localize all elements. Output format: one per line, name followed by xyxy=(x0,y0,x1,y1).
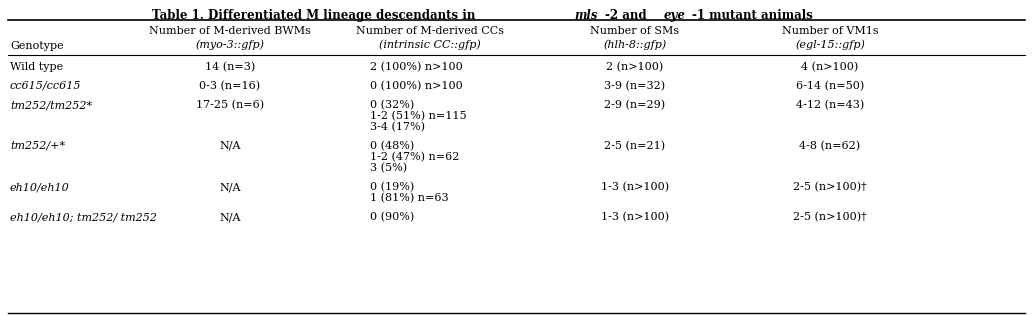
Text: 2-5 (n=21): 2-5 (n=21) xyxy=(604,141,665,151)
Text: (myo-3::gfp): (myo-3::gfp) xyxy=(195,39,264,50)
Text: 1-3 (n>100): 1-3 (n>100) xyxy=(601,182,669,192)
Text: N/A: N/A xyxy=(219,182,241,192)
Text: 0 (48%): 0 (48%) xyxy=(370,141,414,151)
Text: 3-4 (17%): 3-4 (17%) xyxy=(370,122,425,132)
Text: cc615/cc615: cc615/cc615 xyxy=(10,81,82,91)
Text: -2 and: -2 and xyxy=(604,9,651,22)
Text: 1-2 (51%) n=115: 1-2 (51%) n=115 xyxy=(370,111,467,121)
Text: 2-5 (n>100)†: 2-5 (n>100)† xyxy=(793,182,867,192)
Text: tm252/+*: tm252/+* xyxy=(10,141,65,151)
Text: 6-14 (n=50): 6-14 (n=50) xyxy=(795,81,865,91)
Text: 0 (100%) n>100: 0 (100%) n>100 xyxy=(370,81,463,91)
Text: Number of SMs: Number of SMs xyxy=(591,26,680,36)
Text: 1 (81%) n=63: 1 (81%) n=63 xyxy=(370,193,448,203)
Text: -1 mutant animals: -1 mutant animals xyxy=(692,9,813,22)
Text: (egl-15::gfp): (egl-15::gfp) xyxy=(795,39,865,50)
Text: Wild type: Wild type xyxy=(10,62,63,72)
Text: tm252/tm252*: tm252/tm252* xyxy=(10,100,92,110)
Text: 4-8 (n=62): 4-8 (n=62) xyxy=(800,141,860,151)
Text: 2-5 (n>100)†: 2-5 (n>100)† xyxy=(793,212,867,222)
Text: 0 (32%): 0 (32%) xyxy=(370,100,414,110)
Text: 14 (n=3): 14 (n=3) xyxy=(205,62,255,72)
Text: 0-3 (n=16): 0-3 (n=16) xyxy=(199,81,260,91)
Text: Table 1. Differentiated M lineage descendants in: Table 1. Differentiated M lineage descen… xyxy=(152,9,479,22)
Text: 3-9 (n=32): 3-9 (n=32) xyxy=(604,81,665,91)
Text: mls: mls xyxy=(574,9,598,22)
Text: 2-9 (n=29): 2-9 (n=29) xyxy=(604,100,665,110)
Text: 4-12 (n=43): 4-12 (n=43) xyxy=(795,100,865,110)
Text: 0 (19%): 0 (19%) xyxy=(370,182,414,192)
Text: 0 (90%): 0 (90%) xyxy=(370,212,414,222)
Text: 2 (n>100): 2 (n>100) xyxy=(606,62,663,72)
Text: Number of M-derived BWMs: Number of M-derived BWMs xyxy=(149,26,311,36)
Text: eh10/eh10: eh10/eh10 xyxy=(10,182,70,192)
Text: 2 (100%) n>100: 2 (100%) n>100 xyxy=(370,62,463,72)
Text: 17-25 (n=6): 17-25 (n=6) xyxy=(196,100,264,110)
Text: Number of M-derived CCs: Number of M-derived CCs xyxy=(356,26,504,36)
Text: (intrinsic CC::gfp): (intrinsic CC::gfp) xyxy=(379,39,481,50)
Text: eye: eye xyxy=(664,9,686,22)
Text: N/A: N/A xyxy=(219,212,241,222)
Text: eh10/eh10; tm252/ tm252: eh10/eh10; tm252/ tm252 xyxy=(10,212,157,222)
Text: Number of VM1s: Number of VM1s xyxy=(782,26,878,36)
Text: (hlh-8::gfp): (hlh-8::gfp) xyxy=(603,39,666,50)
Text: 1-2 (47%) n=62: 1-2 (47%) n=62 xyxy=(370,152,460,162)
Text: 4 (n>100): 4 (n>100) xyxy=(802,62,858,72)
Text: N/A: N/A xyxy=(219,141,241,151)
Text: 3 (5%): 3 (5%) xyxy=(370,163,407,173)
Text: 1-3 (n>100): 1-3 (n>100) xyxy=(601,212,669,222)
Text: Genotype: Genotype xyxy=(10,41,64,51)
